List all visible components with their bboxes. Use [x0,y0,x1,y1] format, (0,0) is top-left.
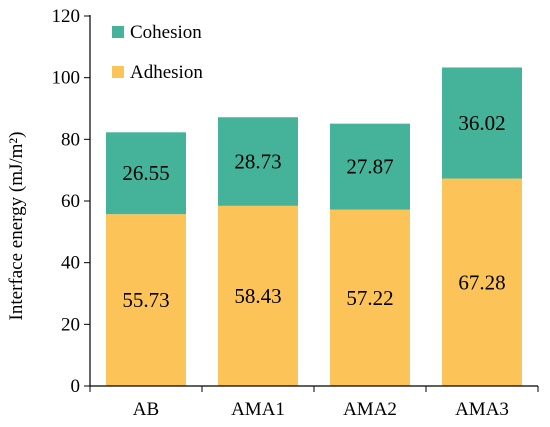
legend-label-cohesion: Cohesion [130,22,202,43]
data-label-adhesion-ama1: 58.43 [234,284,281,308]
bars: 55.73 26.55 58.43 28.73 57.22 27.87 67.28 36.02 [106,67,522,386]
x-tick-label-ama3: AMA3 [455,399,509,420]
y-tick-label-120: 120 [52,6,81,27]
bar-adhesion-ab [106,214,186,386]
data-label-adhesion-ab: 55.73 [122,288,169,312]
y-tick-label-100: 100 [52,68,81,89]
y-tick-label-80: 80 [61,129,80,150]
y-axis-title: Interface energy (mJ/m²) [6,132,27,321]
bar-cohesion-ab [106,132,186,215]
y-tick-label-0: 0 [71,376,81,397]
y-tick-label-40: 40 [61,253,80,274]
legend-swatch-adhesion [112,66,124,78]
bar-cohesion-ama2 [330,123,410,210]
data-label-adhesion-ama3: 67.28 [458,270,505,294]
x-tick-label-ama2: AMA2 [343,399,397,420]
bar-cohesion-ama1 [218,117,298,206]
y-tick-label-60: 60 [61,191,80,212]
bar-cohesion-ama3 [442,67,522,179]
bar-adhesion-ama2 [330,209,410,386]
axes: AB AMA1 AMA2 AMA3 0 20 40 60 80 100 120 [52,6,539,420]
data-label-adhesion-ama2: 57.22 [346,286,393,310]
y-tick-label-20: 20 [61,314,80,335]
data-label-cohesion-ama1: 28.73 [234,150,281,174]
legend-label-adhesion: Adhesion [130,62,203,83]
x-tick-label-ama1: AMA1 [231,399,285,420]
legend: Cohesion Adhesion [112,22,203,83]
data-label-cohesion-ama3: 36.02 [458,111,505,135]
legend-swatch-cohesion [112,26,124,38]
x-tick-label-ab: AB [133,399,159,420]
data-label-cohesion-ab: 26.55 [122,161,169,185]
bar-adhesion-ama1 [218,205,298,386]
bar-adhesion-ama3 [442,178,522,386]
data-label-cohesion-ama2: 27.87 [346,155,393,179]
